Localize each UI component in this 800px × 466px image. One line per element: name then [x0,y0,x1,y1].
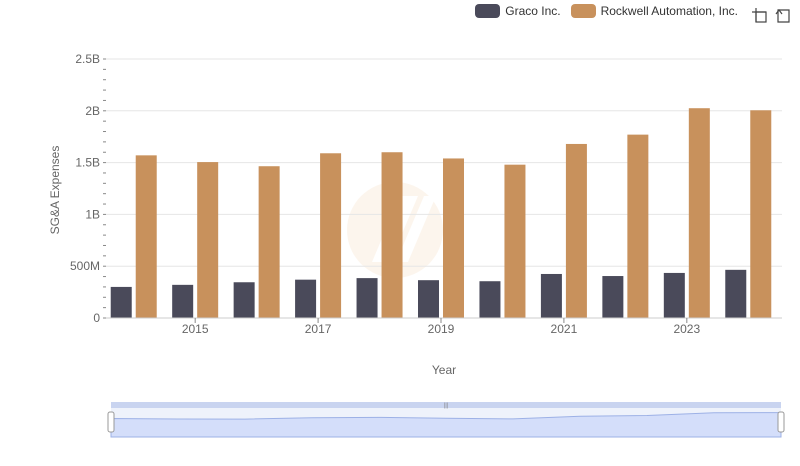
x-tick-label: 2015 [182,322,209,336]
chart-toolbar [750,6,792,24]
y-tick-label: 1.5B [75,156,100,170]
legend-label-graco: Graco Inc. [505,4,561,18]
bar-rockwell[interactable] [320,153,342,318]
bar-graco[interactable] [172,284,194,318]
bar-rockwell[interactable] [627,134,649,318]
x-tick-label: 2021 [551,322,578,336]
bar-rockwell[interactable] [443,158,464,318]
bar-graco[interactable] [356,278,378,318]
y-tick-label: 500M [70,259,100,273]
bar-rockwell[interactable] [565,143,587,318]
legend-label-rockwell: Rockwell Automation, Inc. [600,4,738,18]
bar-graco[interactable] [540,273,562,318]
bar-rockwell[interactable] [135,155,157,318]
legend-swatch-rockwell [570,4,596,18]
x-tick-label: 2017 [305,322,332,336]
y-tick-label: 0 [93,311,100,325]
bar-graco[interactable] [418,280,439,318]
x-tick-label: 2019 [428,322,455,336]
x-axis-title: Year [432,363,456,377]
navigator-series-area [110,412,782,438]
legend-item-rockwell[interactable]: Rockwell Automation, Inc. [570,4,738,18]
bar-rockwell[interactable] [258,166,280,318]
bar-graco[interactable] [602,276,624,318]
range-navigator[interactable]: ||| [107,402,785,438]
bar-graco[interactable] [110,286,132,318]
y-tick-label: 1B [85,207,100,221]
chart-legend: Graco Inc. Rockwell Automation, Inc. [475,4,738,18]
navigator-selection-bar[interactable] [111,402,781,408]
legend-item-graco[interactable]: Graco Inc. [475,4,561,18]
bar-graco[interactable] [663,272,685,318]
bar-graco[interactable] [725,269,747,318]
y-tick-label: 2.5B [75,52,100,66]
y-axis-title: SG&A Expenses [48,146,62,235]
bar-graco[interactable] [295,279,317,318]
navigator-grip-icon[interactable]: ||| [444,403,449,409]
x-axis-ticks: 2015 2017 2019 2021 2023 [106,317,782,336]
x-tick-label: 2023 [673,322,700,336]
bar-rockwell[interactable] [504,164,526,318]
bar-graco[interactable] [233,282,255,318]
bar-rockwell[interactable] [197,162,219,318]
reset-zoom-icon[interactable] [774,6,792,24]
crosshair-zoom-icon[interactable] [750,6,768,24]
y-tick-label: 2B [85,104,100,118]
navigator-left-handle[interactable] [107,411,115,433]
bars [110,108,772,319]
navigator-right-handle[interactable] [777,411,785,433]
y-axis-ticks: 0 500M 1B 1.5B 2B 2.5B [70,52,106,325]
bar-rockwell[interactable] [750,110,772,318]
bar-rockwell[interactable] [688,108,710,319]
bar-rockwell[interactable] [381,152,403,318]
legend-swatch-graco [475,4,501,18]
bar-graco[interactable] [479,281,501,318]
